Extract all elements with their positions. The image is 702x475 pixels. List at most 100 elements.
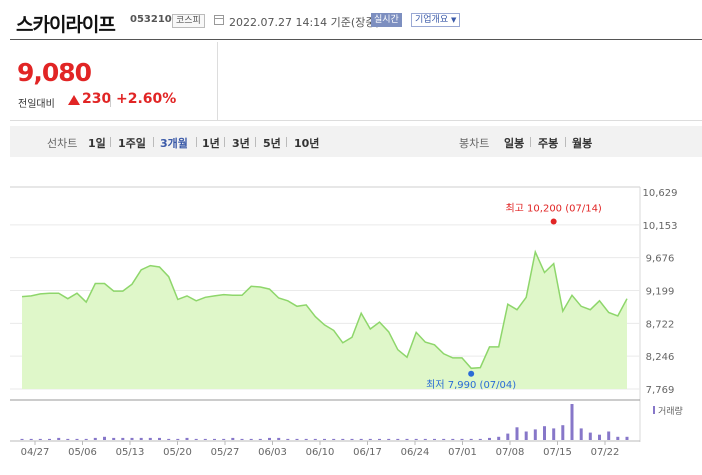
low-marker (468, 370, 475, 377)
x-tick-label: 07/22 (591, 447, 620, 458)
volume-legend-label: 거래량 (658, 405, 683, 417)
volume-bar (359, 438, 363, 440)
y-tick-label: 9,199 (646, 287, 675, 298)
volume-bar (469, 438, 473, 440)
volume-bar (378, 438, 381, 440)
volume-bar (103, 436, 106, 440)
volume-bar (29, 438, 33, 440)
volume-bar (433, 438, 436, 440)
volume-bar (268, 437, 271, 440)
volume-bar (222, 438, 226, 440)
header-divider (10, 39, 702, 40)
x-tick-label: 05/06 (68, 447, 97, 458)
y-tick-label: 10,153 (643, 221, 678, 232)
volume-bar (75, 438, 79, 440)
y-tick-label: 9,676 (646, 254, 675, 265)
volume-bar (121, 437, 125, 440)
volume-bar (194, 438, 198, 440)
volume-bar (405, 438, 409, 440)
y-tick-label: 10,629 (643, 188, 678, 199)
volume-bar (350, 438, 354, 440)
high-marker (550, 218, 557, 225)
company-info-label: 기업개요 (415, 15, 449, 25)
volume-bar (295, 438, 299, 440)
x-tick-label: 04/27 (21, 447, 50, 458)
volume-bar (48, 438, 51, 440)
tab-5year[interactable]: 5년 (263, 137, 281, 150)
low-annotation: 최저 7,990 (07/04) (426, 379, 516, 391)
tab-separator (153, 137, 154, 147)
stock-header: 스카이라이프 053210 코스피 2022.07.27 14:14 기준(장중… (0, 0, 702, 40)
volume-bar (84, 438, 88, 440)
x-tick-label: 06/17 (353, 447, 382, 458)
high-annotation: 최고 10,200 (07/14) (505, 203, 601, 215)
volume-bar (130, 437, 134, 440)
volume-bar (185, 437, 189, 440)
volume-bar (332, 438, 336, 440)
volume-bar (240, 438, 244, 440)
stock-name[interactable]: 스카이라이프 (16, 14, 116, 36)
line-chart-group-label: 선차트 (47, 137, 78, 150)
volume-bar (341, 438, 345, 440)
volume-bar (451, 438, 455, 440)
volume-bar (258, 438, 262, 440)
tab-1week[interactable]: 1주일 (118, 137, 146, 150)
volume-bar (488, 437, 491, 440)
change-percent: +2.60% (116, 91, 177, 107)
tab-3month[interactable]: 3개월 (160, 137, 188, 150)
volume-bar (66, 438, 70, 440)
volume-bar (570, 404, 574, 440)
volume-bar (20, 438, 24, 440)
volume-bar (323, 438, 326, 440)
tab-3year[interactable]: 3년 (232, 137, 250, 150)
x-tick-label: 06/10 (306, 447, 335, 458)
realtime-button[interactable]: 실시간 (371, 13, 402, 27)
volume-bar (515, 427, 519, 440)
up-triangle-icon (68, 95, 80, 105)
x-tick-label: 06/03 (258, 447, 287, 458)
calendar-icon (214, 15, 224, 25)
volume-bar (213, 438, 216, 440)
volume-bar (414, 438, 418, 440)
change-label: 전일대비 (18, 99, 55, 110)
volume-bar (286, 438, 290, 440)
volume-bar (396, 438, 400, 440)
volume-bar (543, 426, 546, 440)
tab-separator (196, 137, 197, 147)
tab-separator (565, 137, 566, 147)
volume-bar (203, 438, 207, 440)
tab-daily[interactable]: 일봉 (504, 137, 525, 150)
volume-bar (249, 438, 253, 440)
volume-bar (533, 429, 537, 440)
candle-chart-group-label: 봉차트 (459, 137, 490, 150)
timestamp: 2022.07.27 14:14 기준(장중) (229, 16, 380, 29)
tab-monthly[interactable]: 월봉 (572, 137, 593, 150)
current-price: 9,080 (17, 58, 92, 87)
volume-bar (57, 437, 61, 440)
volume-bar (387, 438, 391, 440)
volume-bar (552, 428, 556, 440)
tab-separator (530, 137, 531, 147)
caret-down-icon: ▼ (451, 16, 457, 24)
volume-bar (460, 438, 464, 440)
volume-bar (561, 425, 565, 440)
tab-10year[interactable]: 10년 (294, 137, 320, 150)
company-info-dropdown[interactable]: 기업개요 ▼ (411, 13, 461, 27)
volume-bar (423, 438, 427, 440)
tab-separator (255, 137, 256, 147)
volume-bar (231, 437, 235, 440)
tab-weekly[interactable]: 주봉 (538, 137, 559, 150)
volume-bar (176, 438, 180, 440)
volume-bar (607, 431, 611, 440)
volume-bar (304, 438, 308, 440)
volume-bar (139, 437, 143, 440)
volume-bar (478, 438, 482, 440)
volume-bar (506, 433, 510, 440)
tab-1day[interactable]: 1일 (88, 137, 106, 150)
tab-1year[interactable]: 1년 (202, 137, 220, 150)
volume-bar (277, 437, 281, 440)
volume-bar (313, 438, 317, 440)
price-area-fill (22, 251, 627, 389)
divider (110, 95, 111, 107)
